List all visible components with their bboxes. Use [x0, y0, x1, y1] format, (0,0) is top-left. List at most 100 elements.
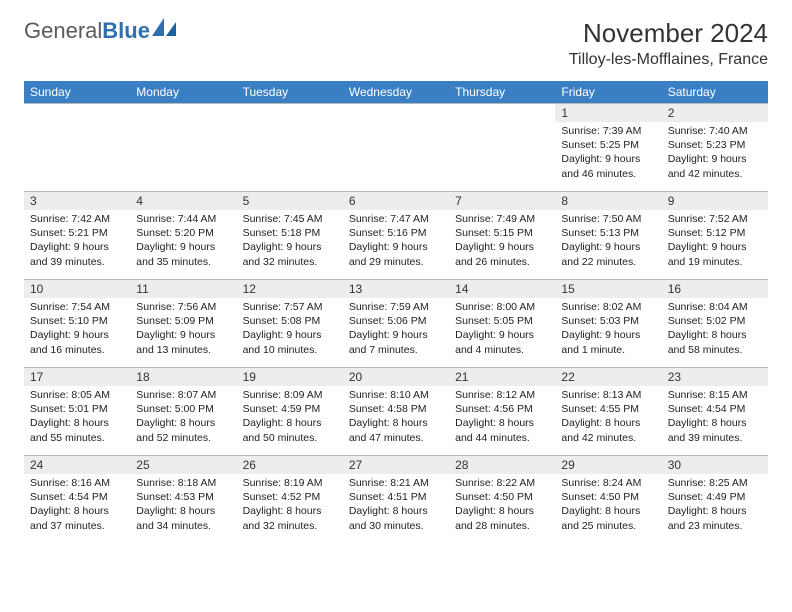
calendar-cell: 11Sunrise: 7:56 AMSunset: 5:09 PMDayligh… [130, 280, 236, 368]
calendar-cell: 17Sunrise: 8:05 AMSunset: 5:01 PMDayligh… [24, 368, 130, 456]
calendar-cell: 27Sunrise: 8:21 AMSunset: 4:51 PMDayligh… [343, 456, 449, 544]
day-content: Sunrise: 8:07 AMSunset: 5:00 PMDaylight:… [130, 386, 236, 449]
sunrise-line: Sunrise: 8:19 AM [243, 476, 337, 490]
day-number: 10 [24, 280, 130, 298]
day-header: Thursday [449, 81, 555, 104]
sunset-line: Sunset: 4:59 PM [243, 402, 337, 416]
day-number: 18 [130, 368, 236, 386]
calendar-cell: 4Sunrise: 7:44 AMSunset: 5:20 PMDaylight… [130, 192, 236, 280]
sunrise-line: Sunrise: 8:18 AM [136, 476, 230, 490]
day-number: 12 [237, 280, 343, 298]
sunset-line: Sunset: 5:02 PM [668, 314, 762, 328]
calendar-cell: 16Sunrise: 8:04 AMSunset: 5:02 PMDayligh… [662, 280, 768, 368]
sunrise-line: Sunrise: 7:56 AM [136, 300, 230, 314]
day-number: 7 [449, 192, 555, 210]
brand-first: General [24, 18, 102, 44]
day-number: 2 [662, 104, 768, 122]
day-content: Sunrise: 8:16 AMSunset: 4:54 PMDaylight:… [24, 474, 130, 537]
sunset-line: Sunset: 4:52 PM [243, 490, 337, 504]
day-content: Sunrise: 7:47 AMSunset: 5:16 PMDaylight:… [343, 210, 449, 273]
daylight-line: Daylight: 8 hours and 44 minutes. [455, 416, 549, 444]
daylight-line: Daylight: 8 hours and 55 minutes. [30, 416, 124, 444]
day-number: 22 [555, 368, 661, 386]
daylight-line: Daylight: 8 hours and 37 minutes. [30, 504, 124, 532]
daylight-line: Daylight: 9 hours and 19 minutes. [668, 240, 762, 268]
day-content: Sunrise: 7:49 AMSunset: 5:15 PMDaylight:… [449, 210, 555, 273]
day-content: Sunrise: 8:09 AMSunset: 4:59 PMDaylight:… [237, 386, 343, 449]
sunrise-line: Sunrise: 8:04 AM [668, 300, 762, 314]
day-content: Sunrise: 8:19 AMSunset: 4:52 PMDaylight:… [237, 474, 343, 537]
calendar-week: 3Sunrise: 7:42 AMSunset: 5:21 PMDaylight… [24, 192, 768, 280]
sunset-line: Sunset: 5:10 PM [30, 314, 124, 328]
day-content: Sunrise: 8:04 AMSunset: 5:02 PMDaylight:… [662, 298, 768, 361]
day-content: Sunrise: 8:13 AMSunset: 4:55 PMDaylight:… [555, 386, 661, 449]
calendar-cell [449, 104, 555, 192]
day-header: Monday [130, 81, 236, 104]
title-block: November 2024 Tilloy-les-Mofflaines, Fra… [569, 18, 768, 69]
sunset-line: Sunset: 5:25 PM [561, 138, 655, 152]
sunrise-line: Sunrise: 7:40 AM [668, 124, 762, 138]
calendar-cell: 6Sunrise: 7:47 AMSunset: 5:16 PMDaylight… [343, 192, 449, 280]
daylight-line: Daylight: 9 hours and 39 minutes. [30, 240, 124, 268]
calendar-cell [24, 104, 130, 192]
daylight-line: Daylight: 9 hours and 26 minutes. [455, 240, 549, 268]
sunrise-line: Sunrise: 7:44 AM [136, 212, 230, 226]
day-header: Saturday [662, 81, 768, 104]
sunset-line: Sunset: 5:00 PM [136, 402, 230, 416]
day-number: 16 [662, 280, 768, 298]
calendar-cell: 25Sunrise: 8:18 AMSunset: 4:53 PMDayligh… [130, 456, 236, 544]
sunrise-line: Sunrise: 8:12 AM [455, 388, 549, 402]
day-number: 1 [555, 104, 661, 122]
daylight-line: Daylight: 9 hours and 29 minutes. [349, 240, 443, 268]
day-number: 26 [237, 456, 343, 474]
calendar-week: 17Sunrise: 8:05 AMSunset: 5:01 PMDayligh… [24, 368, 768, 456]
month-title: November 2024 [569, 18, 768, 49]
sunrise-line: Sunrise: 8:15 AM [668, 388, 762, 402]
sunrise-line: Sunrise: 7:45 AM [243, 212, 337, 226]
sunset-line: Sunset: 5:08 PM [243, 314, 337, 328]
calendar-cell: 24Sunrise: 8:16 AMSunset: 4:54 PMDayligh… [24, 456, 130, 544]
sunset-line: Sunset: 4:56 PM [455, 402, 549, 416]
day-header: Sunday [24, 81, 130, 104]
calendar-week: 24Sunrise: 8:16 AMSunset: 4:54 PMDayligh… [24, 456, 768, 544]
day-number: 5 [237, 192, 343, 210]
day-content: Sunrise: 8:15 AMSunset: 4:54 PMDaylight:… [662, 386, 768, 449]
sunset-line: Sunset: 4:50 PM [561, 490, 655, 504]
sunset-line: Sunset: 5:16 PM [349, 226, 443, 240]
sunrise-line: Sunrise: 7:47 AM [349, 212, 443, 226]
calendar-cell [130, 104, 236, 192]
sunset-line: Sunset: 4:49 PM [668, 490, 762, 504]
calendar-cell: 10Sunrise: 7:54 AMSunset: 5:10 PMDayligh… [24, 280, 130, 368]
day-content: Sunrise: 8:25 AMSunset: 4:49 PMDaylight:… [662, 474, 768, 537]
daylight-line: Daylight: 9 hours and 42 minutes. [668, 152, 762, 180]
daylight-line: Daylight: 9 hours and 16 minutes. [30, 328, 124, 356]
day-header-row: SundayMondayTuesdayWednesdayThursdayFrid… [24, 81, 768, 104]
location: Tilloy-les-Mofflaines, France [569, 51, 768, 69]
calendar-cell: 29Sunrise: 8:24 AMSunset: 4:50 PMDayligh… [555, 456, 661, 544]
daylight-line: Daylight: 8 hours and 34 minutes. [136, 504, 230, 532]
day-number: 17 [24, 368, 130, 386]
sunrise-line: Sunrise: 7:50 AM [561, 212, 655, 226]
sunrise-line: Sunrise: 8:22 AM [455, 476, 549, 490]
calendar-week: 10Sunrise: 7:54 AMSunset: 5:10 PMDayligh… [24, 280, 768, 368]
sunrise-line: Sunrise: 8:16 AM [30, 476, 124, 490]
daylight-line: Daylight: 8 hours and 58 minutes. [668, 328, 762, 356]
day-content: Sunrise: 8:24 AMSunset: 4:50 PMDaylight:… [555, 474, 661, 537]
day-header: Tuesday [237, 81, 343, 104]
daylight-line: Daylight: 9 hours and 46 minutes. [561, 152, 655, 180]
day-number: 28 [449, 456, 555, 474]
sunrise-line: Sunrise: 8:10 AM [349, 388, 443, 402]
sunset-line: Sunset: 4:54 PM [30, 490, 124, 504]
day-content: Sunrise: 8:12 AMSunset: 4:56 PMDaylight:… [449, 386, 555, 449]
brand-second: Blue [102, 18, 150, 44]
calendar-cell: 19Sunrise: 8:09 AMSunset: 4:59 PMDayligh… [237, 368, 343, 456]
day-content: Sunrise: 7:44 AMSunset: 5:20 PMDaylight:… [130, 210, 236, 273]
calendar-cell: 15Sunrise: 8:02 AMSunset: 5:03 PMDayligh… [555, 280, 661, 368]
day-content: Sunrise: 7:56 AMSunset: 5:09 PMDaylight:… [130, 298, 236, 361]
sunset-line: Sunset: 4:55 PM [561, 402, 655, 416]
sunrise-line: Sunrise: 7:49 AM [455, 212, 549, 226]
day-number: 21 [449, 368, 555, 386]
sunset-line: Sunset: 5:18 PM [243, 226, 337, 240]
sunset-line: Sunset: 4:50 PM [455, 490, 549, 504]
sunrise-line: Sunrise: 7:42 AM [30, 212, 124, 226]
